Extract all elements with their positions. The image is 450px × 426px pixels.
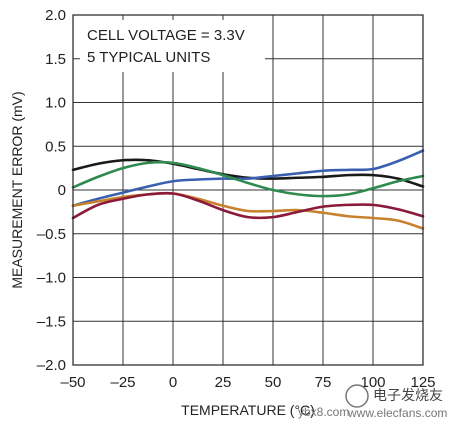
y-tick-label: 1.0 (45, 95, 66, 112)
x-tick-label: 75 (315, 374, 332, 391)
x-tick-label: –50 (60, 374, 85, 391)
x-tick-label: 50 (265, 374, 282, 391)
x-tick-label: 100 (360, 374, 385, 391)
watermark-logo (345, 384, 369, 408)
series-line-2 (71, 149, 425, 208)
annotation-line-2: 5 TYPICAL UNITS (87, 49, 210, 66)
y-tick-labels: 2.0 1.5 1.0 0.5 0 –0.5 –1.0 –1.5 –2.0 (37, 7, 66, 374)
watermark-right-url: www.elecfans.com (347, 406, 447, 420)
series-line-3 (71, 160, 425, 198)
y-tick-label: 0.5 (45, 138, 66, 155)
x-tick-labels: –50 –25 0 25 50 75 100 125 (60, 374, 435, 391)
watermark-left: ybx8.com (298, 405, 349, 419)
annotation-line-1: CELL VOLTAGE = 3.3V (87, 27, 245, 44)
watermark-right-title: 电子发烧友 (373, 387, 443, 403)
x-tick-label: 0 (169, 374, 177, 391)
y-tick-label: –2.0 (37, 357, 66, 374)
x-tick-label: –25 (110, 374, 135, 391)
series-group (71, 149, 425, 230)
x-axis-label: TEMPERATURE (°C) (181, 402, 315, 418)
plot-frame (72, 14, 424, 366)
x-tick-label: 125 (410, 374, 435, 391)
watermark: ybx8.com 电子发烧友 www.elecfans.com (298, 384, 447, 420)
y-tick-label: 0 (58, 182, 66, 199)
y-axis-label: MEASUREMENT ERROR (mV) (9, 91, 25, 288)
series-line-5 (71, 191, 425, 220)
y-tick-label: 1.5 (45, 51, 66, 68)
annotation-background (80, 20, 265, 72)
plot-border (72, 14, 424, 366)
y-tick-label: –1.5 (37, 313, 66, 330)
y-tick-label: –0.5 (37, 226, 66, 243)
y-tick-label: 2.0 (45, 7, 66, 24)
y-tick-label: –1.0 (37, 270, 66, 287)
x-tick-label: 25 (215, 374, 232, 391)
